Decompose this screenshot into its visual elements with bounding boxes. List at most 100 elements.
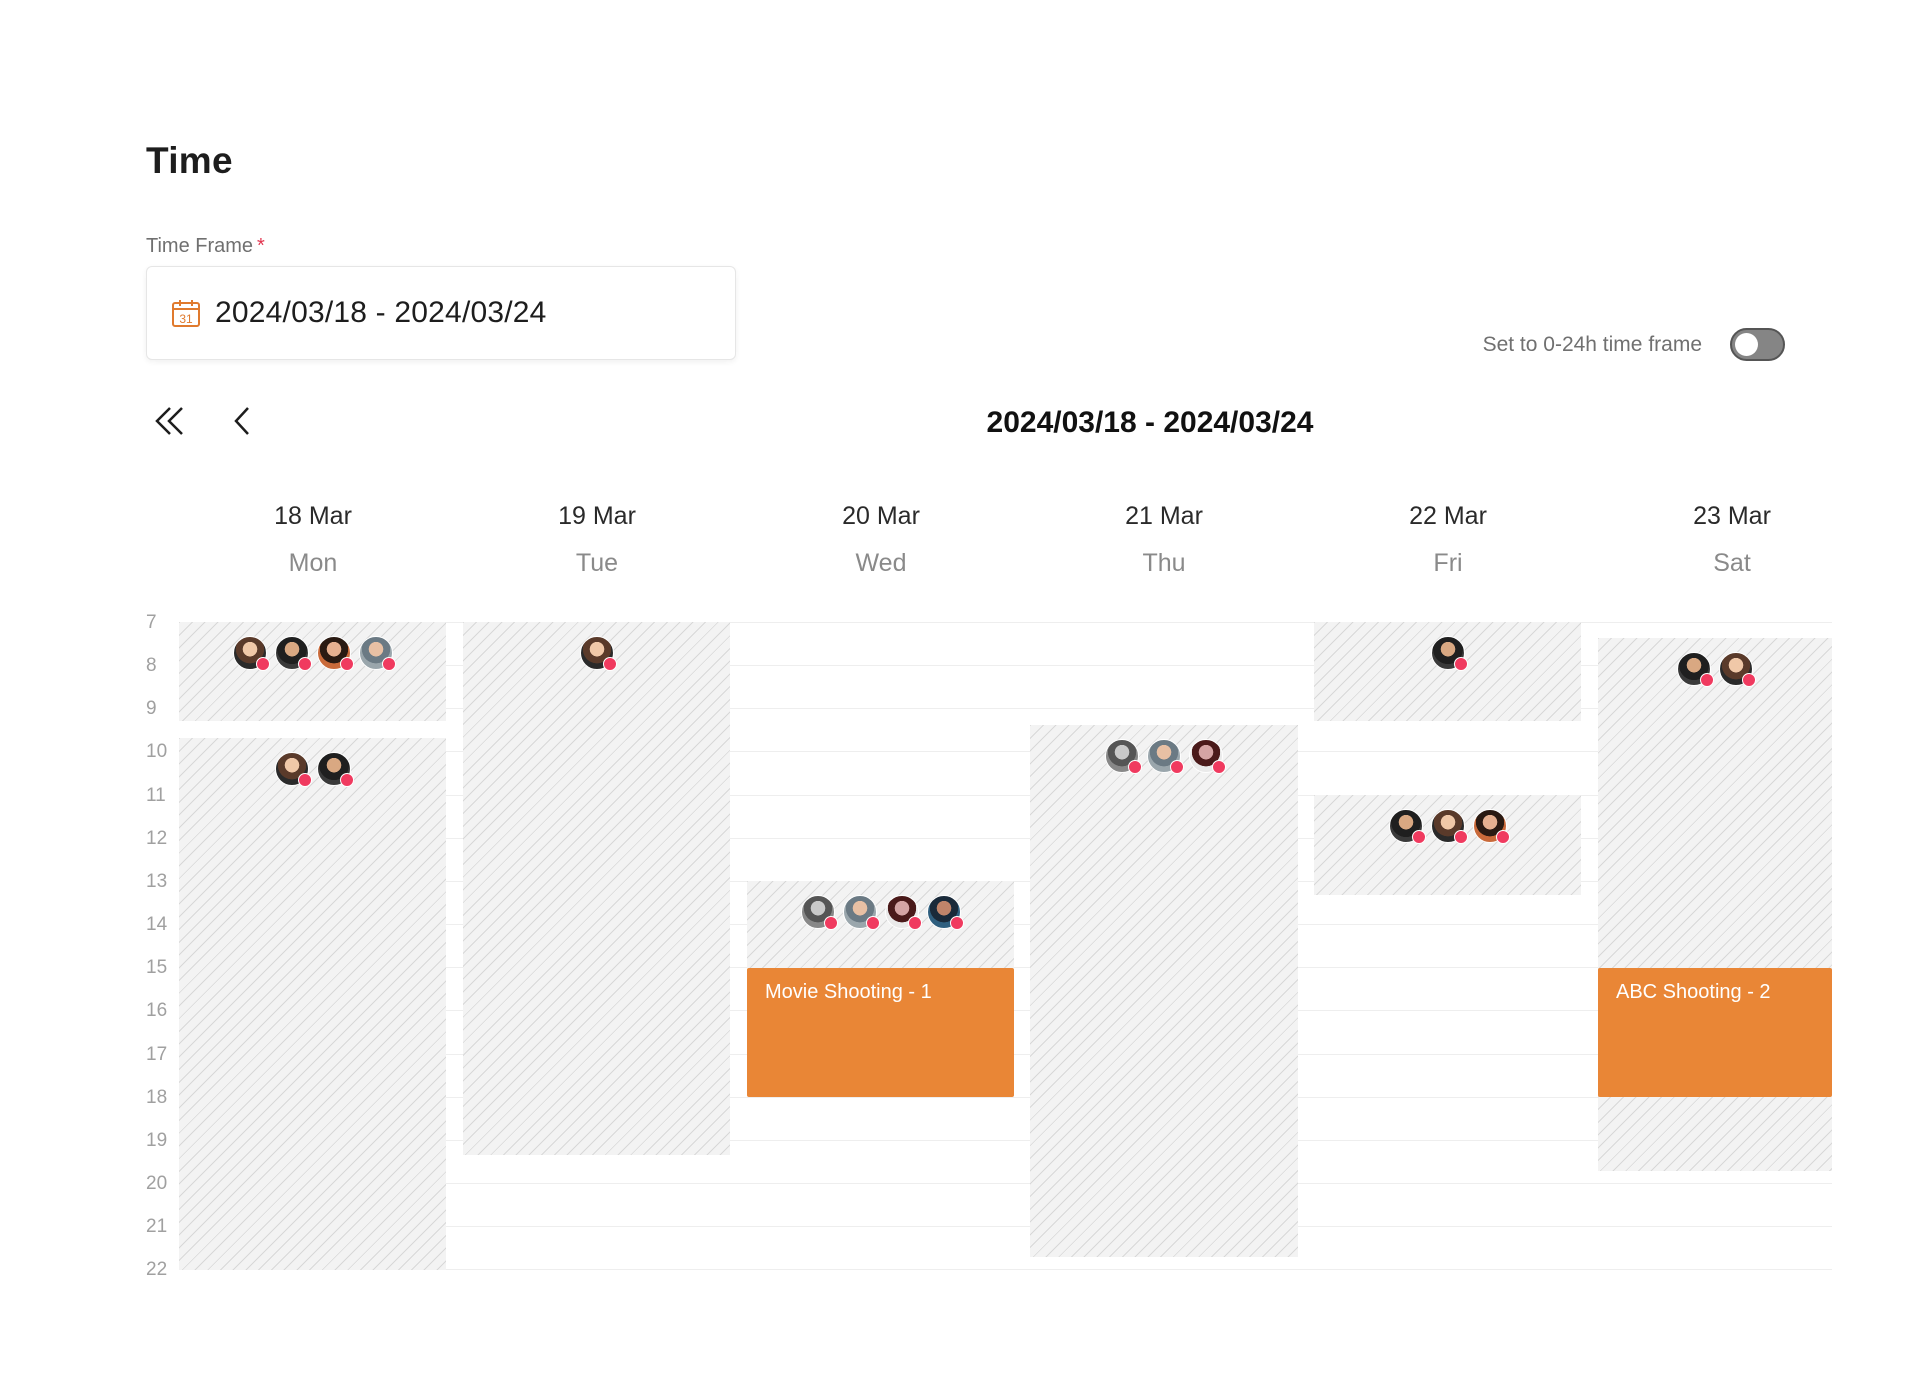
hour-line — [180, 1226, 1832, 1227]
avatar[interactable] — [1430, 636, 1468, 671]
hour-label: 20 — [146, 1173, 168, 1194]
hour-line — [180, 751, 1832, 752]
event-card-movie-shooting[interactable]: Movie Shooting - 1 — [747, 968, 1014, 1097]
participant-avatars — [800, 895, 964, 930]
avatar[interactable] — [1430, 809, 1468, 844]
hour-line — [180, 1140, 1832, 1141]
double-chevron-left-icon — [152, 405, 188, 442]
status-dot — [1742, 673, 1756, 687]
availability-block[interactable] — [463, 622, 730, 1155]
chevron-left-icon — [230, 405, 254, 442]
toggle-knob — [1735, 333, 1758, 356]
hour-label: 18 — [146, 1087, 168, 1108]
status-dot — [1170, 760, 1184, 774]
required-mark: * — [257, 235, 265, 257]
prev-week-button[interactable] — [220, 403, 264, 443]
status-dot — [297, 657, 312, 671]
day-name: Sat — [1713, 549, 1751, 577]
avatar[interactable] — [1147, 739, 1184, 774]
status-dot — [907, 916, 922, 930]
participant-avatars — [1388, 809, 1510, 844]
avatar[interactable] — [316, 636, 354, 671]
time-frame-input[interactable]: 31 2024/03/18 - 2024/03/24 — [146, 266, 736, 360]
avatar[interactable] — [926, 895, 964, 930]
avatar[interactable] — [1719, 652, 1756, 687]
hour-label: 15 — [146, 957, 168, 978]
hour-line — [180, 1097, 1832, 1098]
day-header-wed: 20 Mar Wed — [747, 502, 1015, 578]
status-dot — [949, 916, 964, 930]
availability-block[interactable] — [1030, 725, 1298, 1257]
event-card-abc-shooting[interactable]: ABC Shooting - 2 — [1598, 968, 1832, 1097]
day-header-sat: 23 Mar Sat — [1598, 502, 1866, 578]
avatar[interactable] — [358, 636, 396, 671]
avatar[interactable] — [884, 895, 922, 930]
hour-label: 10 — [146, 741, 168, 762]
status-dot — [1453, 657, 1468, 671]
avatar[interactable] — [232, 636, 270, 671]
hour-label: 19 — [146, 1130, 168, 1151]
day-date: 19 Mar — [558, 502, 636, 530]
avatar[interactable] — [842, 895, 880, 930]
hour-label: 7 — [146, 612, 157, 633]
avatar[interactable] — [1472, 809, 1510, 844]
avatar[interactable] — [274, 752, 312, 787]
status-dot — [865, 916, 880, 930]
status-dot — [1495, 830, 1510, 844]
hour-line — [180, 622, 1832, 623]
hour-label: 13 — [146, 871, 168, 892]
toggle-label: Set to 0-24h time frame — [1482, 333, 1702, 356]
participant-avatars — [274, 752, 354, 787]
hour-line — [180, 1269, 1832, 1270]
status-dot — [381, 657, 396, 671]
availability-block[interactable] — [747, 881, 1014, 968]
first-week-button[interactable] — [148, 403, 192, 443]
hour-label: 8 — [146, 655, 157, 676]
day-date: 22 Mar — [1409, 502, 1487, 530]
day-header-thu: 21 Mar Thu — [1030, 502, 1298, 578]
calendar-icon: 31 — [171, 298, 201, 328]
section-title: Time — [146, 140, 233, 181]
day-header-fri: 22 Mar Fri — [1314, 502, 1582, 578]
time-frame-value: 2024/03/18 - 2024/03/24 — [215, 296, 547, 329]
day-name: Tue — [575, 549, 619, 577]
avatar[interactable] — [1388, 809, 1426, 844]
hour-label: 14 — [146, 914, 168, 935]
hour-label: 21 — [146, 1216, 168, 1237]
avatar[interactable] — [1105, 739, 1142, 774]
participant-avatars — [1677, 652, 1756, 687]
hour-label: 12 — [146, 828, 168, 849]
hour-line — [180, 838, 1832, 839]
participant-avatars — [1430, 636, 1468, 671]
avatar[interactable] — [579, 636, 617, 671]
status-dot — [255, 657, 270, 671]
day-header-tue: 19 Mar Tue — [463, 502, 731, 578]
status-dot — [339, 657, 354, 671]
hour-line — [180, 795, 1832, 796]
avatar[interactable] — [800, 895, 838, 930]
time-frame-toggle[interactable] — [1730, 328, 1785, 361]
participant-avatars — [579, 636, 617, 671]
status-dot — [823, 916, 838, 930]
time-frame-label-text: Time Frame — [146, 235, 254, 257]
status-dot — [602, 657, 617, 671]
hour-label: 16 — [146, 1000, 168, 1021]
hour-line — [180, 708, 1832, 709]
day-name: Mon — [288, 549, 338, 577]
status-dot — [1128, 760, 1142, 774]
hour-label: 22 — [146, 1259, 168, 1280]
availability-block[interactable] — [1314, 795, 1581, 895]
status-dot — [339, 773, 354, 787]
availability-block[interactable] — [179, 622, 446, 721]
event-title: Movie Shooting - 1 — [765, 981, 932, 1003]
hour-line — [180, 665, 1832, 666]
avatar[interactable] — [1677, 652, 1714, 687]
avatar[interactable] — [274, 636, 312, 671]
availability-block[interactable] — [179, 738, 446, 1270]
hour-label: 9 — [146, 698, 157, 719]
availability-block[interactable] — [1314, 622, 1581, 721]
day-date: 18 Mar — [274, 502, 352, 530]
avatar[interactable] — [1189, 739, 1226, 774]
avatar[interactable] — [316, 752, 354, 787]
status-dot — [1700, 673, 1714, 687]
